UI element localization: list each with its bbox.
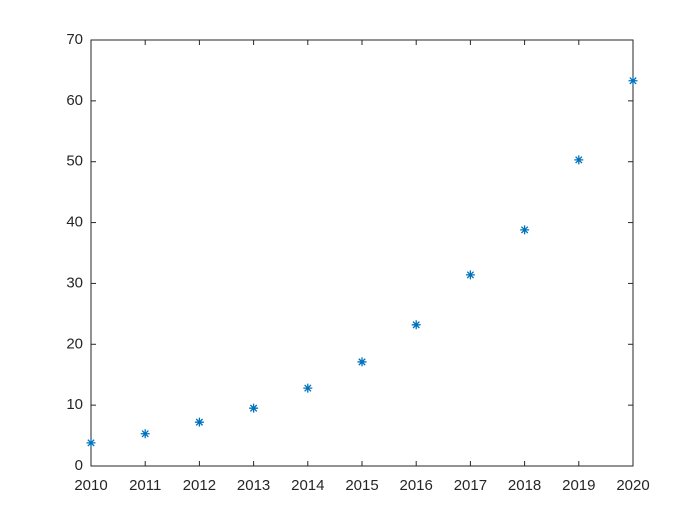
marker [628,76,638,86]
marker [465,270,475,280]
x-tick-label: 2015 [345,477,378,494]
marker [303,383,313,393]
x-tick-label: 2013 [237,477,270,494]
plot-frame [90,39,634,467]
marker [411,320,421,330]
y-tick-label: 60 [66,92,83,109]
x-tick-label: 2011 [129,477,161,494]
marker [520,225,530,235]
y-tick-label: 20 [66,335,83,352]
x-tick-label: 2010 [74,477,107,494]
x-tick-label: 2017 [454,477,487,494]
y-tick-label: 50 [66,153,83,170]
y-tick-label: 0 [75,457,83,474]
x-tick-label: 2019 [562,477,595,494]
y-tick-label: 40 [66,214,83,231]
marker [140,429,150,439]
x-tick-label: 2016 [400,477,433,494]
y-tick-label: 70 [66,31,83,48]
x-tick-label: 2014 [291,477,324,494]
marker [357,357,367,367]
marker [194,417,204,427]
x-tick-label: 2020 [616,477,649,494]
marker [574,155,584,165]
y-tick-label: 30 [66,274,83,291]
marker [249,403,259,413]
marker [86,438,96,448]
y-tick-label: 10 [66,396,83,413]
x-tick-label: 2012 [183,477,216,494]
x-tick-label: 2018 [508,477,541,494]
